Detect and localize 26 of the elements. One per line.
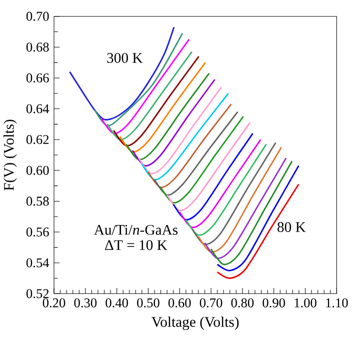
x-tick-label: 0.40: [106, 298, 128, 308]
x-tick-label: 1.10: [326, 298, 348, 308]
y-tick-label: 0.56: [26, 228, 49, 237]
y-tick-label: 0.58: [26, 196, 49, 206]
x-tick-label: 0.80: [231, 298, 254, 308]
annotation: Au/Ti/n-GaAs: [94, 224, 178, 235]
x-axis-title: Voltage (Volts): [152, 316, 239, 330]
y-tick-label: 0.66: [26, 73, 49, 82]
x-tick-label: 0.70: [200, 298, 222, 308]
y-tick-label: 0.64: [26, 104, 50, 114]
x-tick-label: 0.20: [42, 298, 66, 308]
y-tick-label: 0.60: [26, 166, 49, 175]
x-tick-label: 0.90: [262, 298, 286, 308]
annotation: 300 K: [107, 52, 143, 63]
y-tick-label: 0.54: [26, 258, 50, 268]
y-tick-label: 0.52: [26, 289, 49, 298]
x-tick-label: 0.50: [137, 298, 160, 308]
annotation: 80 K: [278, 222, 306, 232]
y-axis-title: F(V) (Volts): [4, 120, 17, 190]
x-tick-label: 0.30: [74, 298, 97, 308]
y-tick-label: 0.70: [26, 12, 49, 21]
x-tick-label: 1.00: [294, 298, 316, 308]
y-tick-label: 0.68: [26, 42, 49, 52]
y-tick-label: 0.62: [26, 135, 49, 144]
x-tick-label: 0.60: [168, 298, 191, 308]
annotation: ΔT = 10 K: [105, 240, 168, 250]
